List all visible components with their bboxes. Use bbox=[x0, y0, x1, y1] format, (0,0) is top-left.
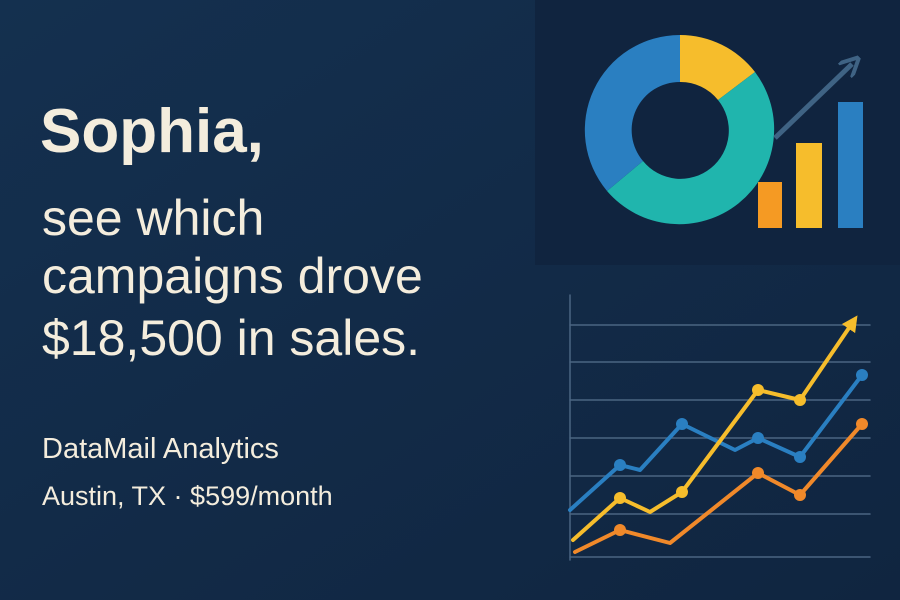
bar-illustration bbox=[758, 64, 863, 228]
headline-line: campaigns drove bbox=[42, 248, 423, 304]
headline-line: see which bbox=[42, 190, 264, 246]
line-illustration bbox=[568, 294, 871, 561]
headline-name: Sophia, bbox=[40, 97, 264, 166]
headline-line: $18,500 in sales. bbox=[42, 310, 420, 366]
donut-illustration bbox=[584, 34, 775, 225]
company-name: DataMail Analytics bbox=[42, 433, 279, 465]
company-details: Austin, TX · $599/month bbox=[42, 481, 333, 511]
